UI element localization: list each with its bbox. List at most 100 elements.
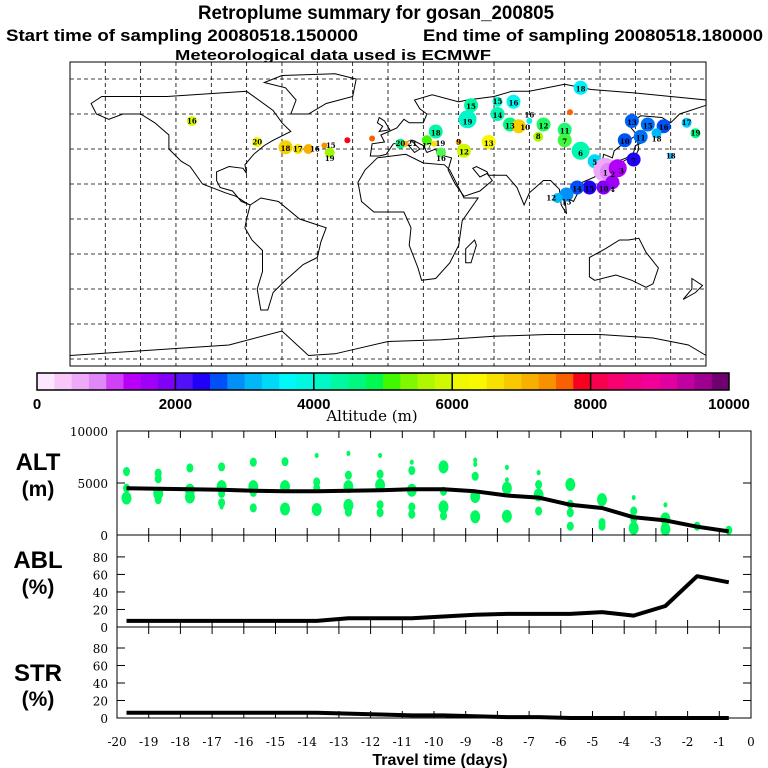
plume-marker [536, 117, 551, 132]
colorbar-cell [279, 373, 297, 390]
altitude-scatter-point [566, 508, 574, 518]
x-tick-label: -13 [329, 735, 348, 749]
altitude-scatter-point [409, 459, 414, 465]
colorbar-cell [434, 373, 453, 390]
plume-marker-circle [617, 133, 632, 148]
plume-marker [557, 133, 572, 148]
altitude-scatter-point [535, 480, 543, 490]
altitude-scatter-point [438, 500, 449, 514]
alt-panel: 0 5000 10000 ALT(m) [16, 425, 752, 543]
altitude-scatter-point [249, 503, 257, 513]
colorbar-cell [642, 373, 661, 390]
plume-marker-circle [526, 118, 533, 124]
coastline-british-isles [376, 116, 391, 133]
plume-marker-circle [573, 80, 588, 95]
colorbar-cell [607, 373, 626, 390]
y-tick-label: 80 [93, 551, 108, 565]
plume-marker-label: 15 [326, 141, 336, 150]
plume-marker [624, 114, 639, 128]
plume-marker [464, 98, 479, 113]
x-tick-label: -12 [361, 735, 380, 749]
altitude-scatter-point [504, 477, 509, 483]
plume-marker-circle [690, 128, 701, 139]
plume-marker-label: 2 [610, 170, 615, 179]
altitude-scatter-point [597, 493, 608, 507]
y-tick-label: 20 [93, 603, 108, 617]
altitude-scatter-point [376, 508, 384, 518]
y-tick-label: 5000 [77, 477, 108, 491]
altitude-scatter-point [311, 503, 322, 517]
x-tick-label: -20 [107, 735, 126, 749]
colorbar-cell [556, 373, 574, 390]
altitude-scatter-point [344, 507, 352, 517]
plume-marker-circle [506, 94, 521, 109]
coastline-south-america [244, 197, 327, 311]
time-series-panels: 0500010000ALT(m)020406080ABL(%)020406080… [13, 425, 754, 749]
plume-marker-circle [395, 138, 406, 149]
plume-marker [526, 118, 533, 124]
plume-marker [511, 119, 526, 134]
plume-marker-circle [464, 98, 479, 113]
colorbar-tick-label: 8000 [574, 396, 607, 413]
colorbar-cell [452, 373, 470, 390]
coastline-antarctica [69, 330, 707, 357]
plume-marker-label: 13 [562, 197, 572, 206]
plume-marker-label: 1 [603, 168, 608, 177]
colorbar-cell [158, 373, 176, 390]
colorbar-cell [54, 373, 73, 390]
plume-marker-circle [559, 187, 574, 202]
plume-marker [436, 147, 447, 158]
plume-marker-circle [633, 129, 648, 144]
plume-marker [490, 107, 505, 121]
series-line [126, 486, 730, 534]
plume-marker-label: 18 [281, 144, 291, 153]
plume-marker-circle [557, 133, 572, 148]
altitude-scatter-point [471, 471, 479, 481]
plume-marker-circle [303, 144, 314, 154]
plume-marker [186, 116, 197, 126]
colorbar-cell [625, 373, 643, 390]
colorbar-tick-label: 0 [33, 396, 41, 413]
altitude-scatter-point [663, 502, 668, 508]
colorbar-cell [331, 373, 349, 390]
colorbar-cell [244, 373, 263, 390]
plume-marker [667, 153, 674, 159]
colorbar-cell [538, 373, 557, 390]
plume-marker-label: 16 [436, 154, 446, 163]
altitude-scatter-point [313, 477, 321, 487]
y-tick-label: 20 [93, 695, 108, 709]
colorbar-cell [348, 373, 367, 390]
panel-unit: (%) [22, 688, 55, 711]
colorbar-cell [296, 373, 315, 390]
x-axis-title: Travel time (days) [372, 752, 507, 768]
plume-marker [430, 140, 437, 147]
plume-marker-label: 15 [643, 121, 653, 130]
y-tick-label: 60 [93, 568, 108, 582]
y-tick-label: 10000 [70, 425, 108, 439]
altitude-scatter-point [186, 463, 194, 473]
colorbar-cell [227, 373, 246, 390]
str-panel: 0 20 40 60 80 STR(%) [14, 626, 752, 726]
panel-label: STR [14, 660, 62, 687]
colorbar-cell [486, 373, 505, 390]
colorbar-cell [365, 373, 384, 390]
altitude-scatter-point [660, 522, 671, 536]
plume-marker-label: 17 [293, 144, 303, 153]
plume-marker-circle [430, 140, 437, 147]
colorbar-cell [313, 373, 332, 390]
x-tick-label: -10 [424, 735, 443, 749]
plume-marker-label: 14 [572, 184, 582, 193]
y-tick-label: 60 [93, 660, 108, 674]
plume-marker-label: 12 [546, 193, 556, 202]
plume-marker [455, 139, 462, 145]
plume-marker [557, 122, 572, 137]
colorbar-cell [590, 373, 609, 390]
plume-marker-circle [481, 135, 496, 149]
colorbar-tick-label: 6000 [436, 396, 469, 413]
coastline-north-america [90, 90, 292, 206]
plume-marker-circle [456, 143, 471, 158]
plume-marker-circle [624, 114, 639, 128]
plume-marker-label: 15 [493, 97, 503, 106]
plume-marker-circle [681, 117, 692, 128]
plume-marker-circle [536, 117, 551, 132]
